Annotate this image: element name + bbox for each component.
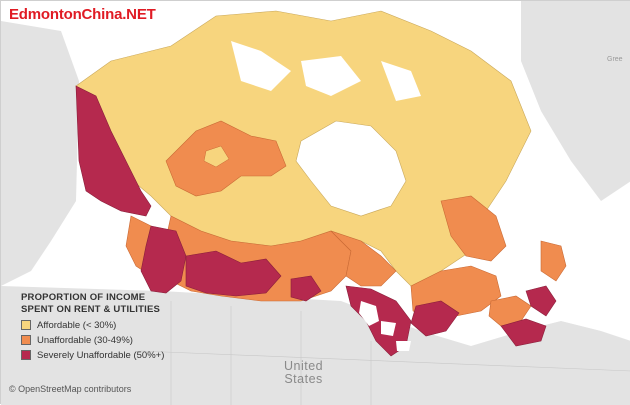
great-lake-2 [381, 321, 396, 336]
region-unaffordable-labrador[interactable] [440, 195, 507, 262]
us-border-line-5 [140, 350, 630, 372]
region-severe-yukon[interactable] [75, 85, 152, 217]
great-lake-1 [359, 301, 379, 326]
alaska-region [1, 21, 79, 286]
legend-item-severe[interactable]: Severely Unaffordable (50%+) [21, 349, 201, 361]
region-unaffordable-newfoundland[interactable] [540, 240, 567, 282]
usa-label-line2: States [284, 372, 323, 386]
legend-item-unaffordable[interactable]: Unaffordable (30-49%) [21, 334, 201, 346]
region-severe-manitoba[interactable] [290, 275, 322, 302]
usa-region [1, 286, 630, 405]
country-label-usa: United States [284, 360, 323, 386]
legend-swatch-affordable [21, 320, 31, 330]
arctic-channel-3 [381, 61, 421, 101]
legend-label: Affordable (< 30%) [37, 319, 117, 331]
region-affordable-nwt-lake[interactable] [203, 145, 230, 168]
greenland-region [521, 1, 630, 201]
legend-swatch-unaffordable [21, 335, 31, 345]
legend-label: Unaffordable (30-49%) [37, 334, 133, 346]
arctic-channel-1 [231, 41, 291, 91]
region-severe-pei-cape[interactable] [525, 285, 557, 317]
usa-label-line1: United [284, 359, 324, 373]
region-severe-south-bc[interactable] [140, 225, 187, 294]
legend-item-affordable[interactable]: Affordable (< 30%) [21, 319, 201, 331]
region-severe-alberta-sask[interactable] [185, 250, 282, 297]
legend-swatch-severe [21, 350, 31, 360]
greenland-label: Gree [607, 56, 623, 63]
map-legend: PROPORTION OF INCOME SPENT ON RENT & UTI… [21, 292, 201, 361]
us-state-boundaries [140, 301, 630, 405]
arctic-channel-2 [301, 56, 361, 96]
legend-label: Severely Unaffordable (50%+) [37, 349, 165, 361]
brand-logo: EdmontonChina.NET [9, 6, 156, 23]
region-severe-nova-scotia[interactable] [500, 318, 547, 347]
map-attribution[interactable]: © OpenStreetMap contributors [9, 384, 132, 394]
region-unaffordable-ontario-north[interactable] [330, 230, 397, 287]
hudson-bay [295, 120, 407, 217]
region-severe-montreal[interactable] [410, 300, 460, 337]
great-lake-3 [396, 341, 411, 351]
canada-regions [75, 10, 567, 357]
legend-title: PROPORTION OF INCOME SPENT ON RENT & UTI… [21, 292, 161, 315]
